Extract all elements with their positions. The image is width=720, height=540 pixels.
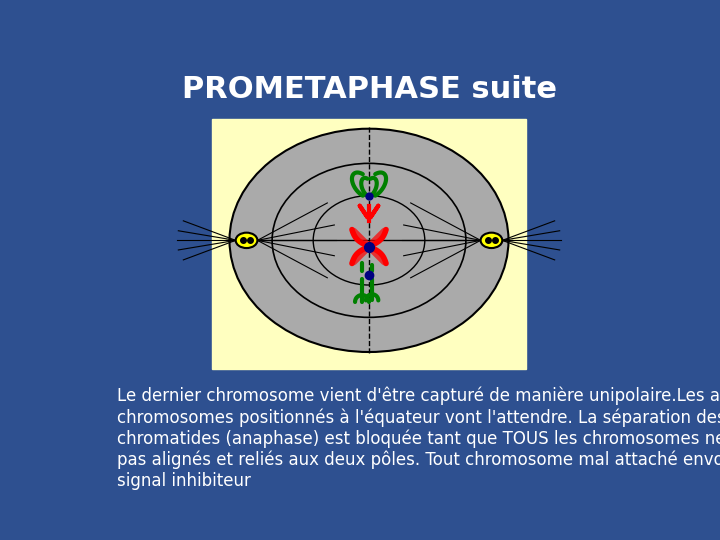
FancyBboxPatch shape — [212, 119, 526, 369]
Ellipse shape — [480, 233, 503, 248]
Ellipse shape — [230, 129, 508, 352]
Ellipse shape — [235, 233, 258, 248]
Text: Le dernier chromosome vient d'être capturé de manière unipolaire.Les autres
chro: Le dernier chromosome vient d'être captu… — [117, 387, 720, 490]
Text: PROMETAPHASE suite: PROMETAPHASE suite — [181, 75, 557, 104]
